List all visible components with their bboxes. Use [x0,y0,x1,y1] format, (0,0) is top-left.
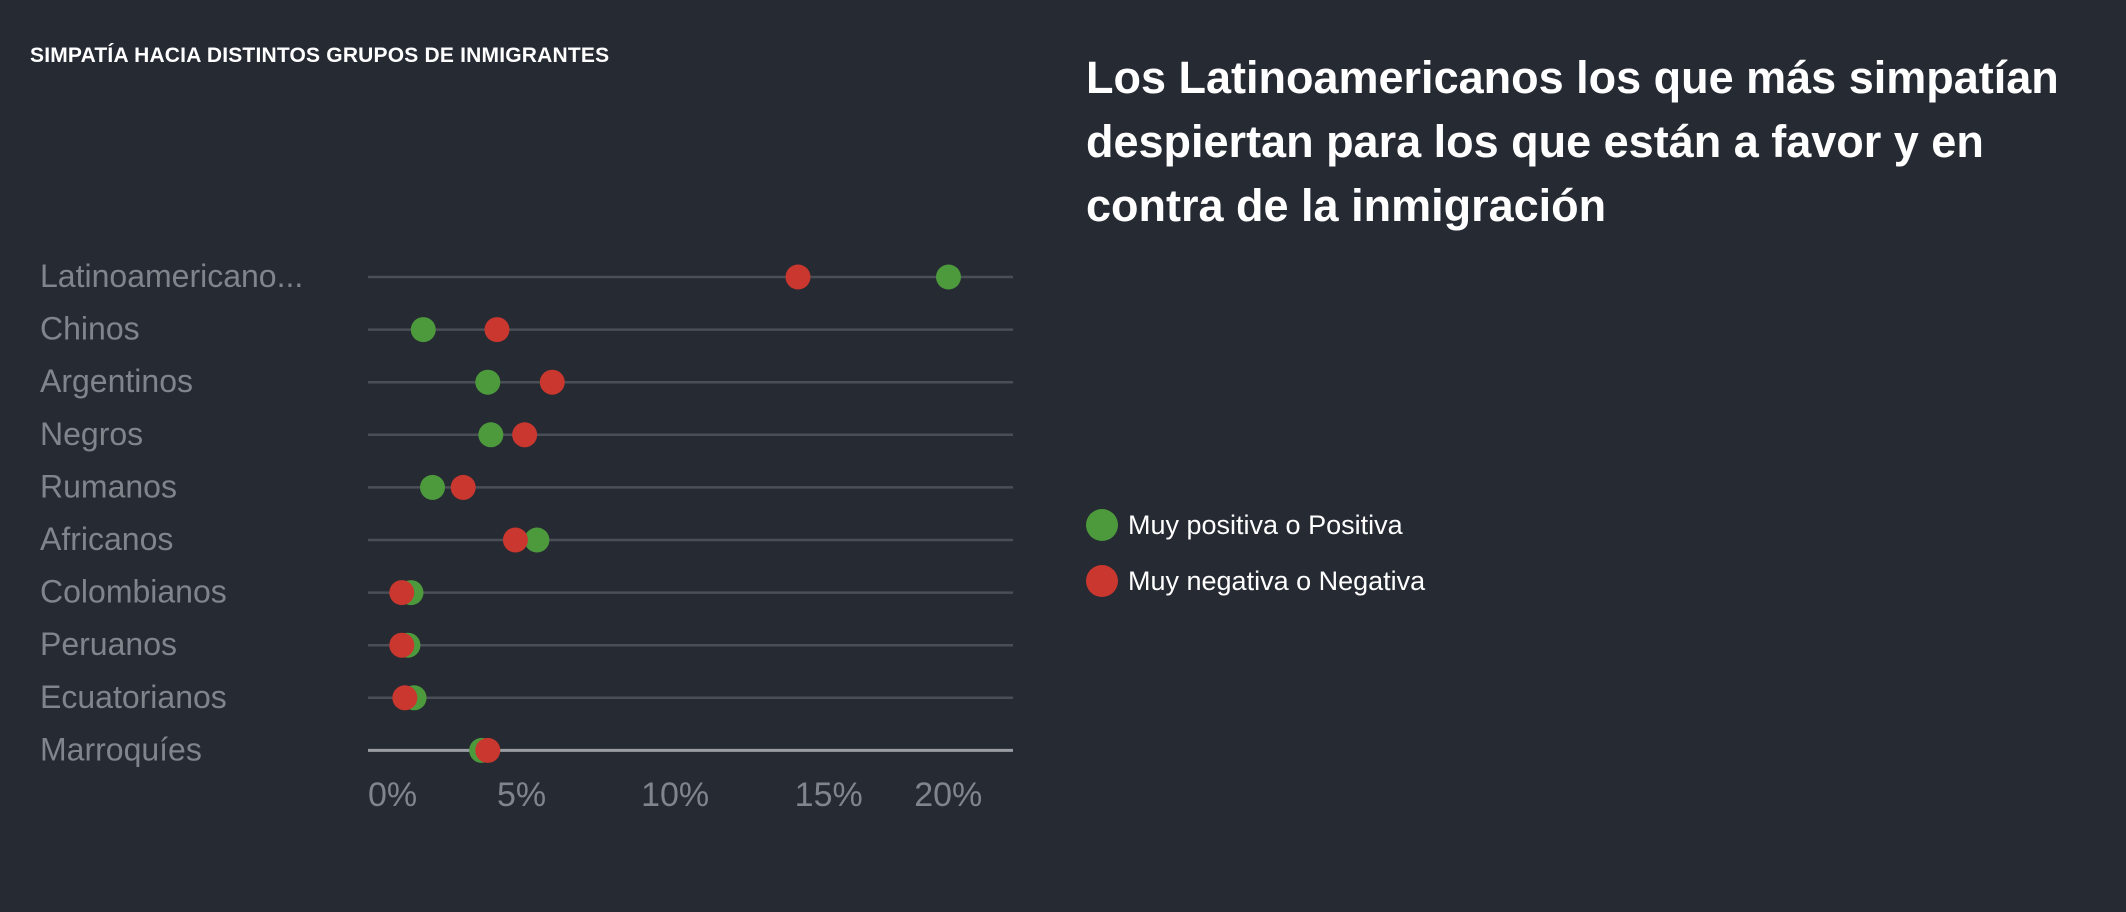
point-negative[interactable] [389,632,415,658]
point-positive[interactable] [410,317,436,343]
legend: Muy positiva o Positiva Muy negativa o N… [1086,497,1425,609]
headline: Los Latinoamericanos los que más simpatí… [1086,52,2059,231]
category-label: Negros [40,416,143,452]
category-label: Argentinos [40,363,193,399]
point-positive[interactable] [420,474,445,500]
legend-swatch-positive [1086,509,1118,541]
point-negative[interactable] [502,527,528,553]
legend-label-positive: Muy positiva o Positiva [1128,509,1403,540]
point-negative[interactable] [392,685,418,711]
legend-swatch-negative [1086,565,1118,597]
category-label: Ecuatorianos [40,679,227,715]
category-label: Africanos [40,521,173,557]
x-tick-label: 15% [795,776,863,814]
category-label: Colombianos [40,574,227,610]
point-negative[interactable] [512,422,538,448]
legend-item-positive[interactable]: Muy positiva o Positiva [1086,497,1425,553]
point-negative[interactable] [785,264,811,290]
point-positive[interactable] [936,264,961,290]
point-negative[interactable] [450,474,476,500]
category-label: Marroquíes [40,731,202,767]
category-label: Rumanos [40,468,177,504]
category-label: Chinos [40,311,140,347]
point-positive[interactable] [475,369,501,395]
point-negative[interactable] [475,737,501,763]
legend-item-negative[interactable]: Muy negativa o Negativa [1086,553,1425,609]
point-negative[interactable] [484,317,510,343]
dot-plot: Latinoamericano... Chinos Argentinos Negros… [40,258,1013,814]
x-tick-label: 5% [497,776,546,814]
legend-label-negative: Muy negativa o Negativa [1128,565,1426,596]
category-label: Peruanos [40,626,177,662]
category-label: Latinoamericano... [40,258,303,294]
x-tick-label: 20% [914,776,982,814]
x-tick-label: 10% [641,776,709,814]
chart-title: SIMPATÍA HACIA DISTINTOS GRUPOS DE INMIG… [30,44,610,67]
point-negative[interactable] [539,369,565,395]
point-positive[interactable] [478,422,504,448]
point-positive[interactable] [524,527,550,553]
x-tick-label: 0% [368,776,417,814]
point-negative[interactable] [389,580,415,606]
